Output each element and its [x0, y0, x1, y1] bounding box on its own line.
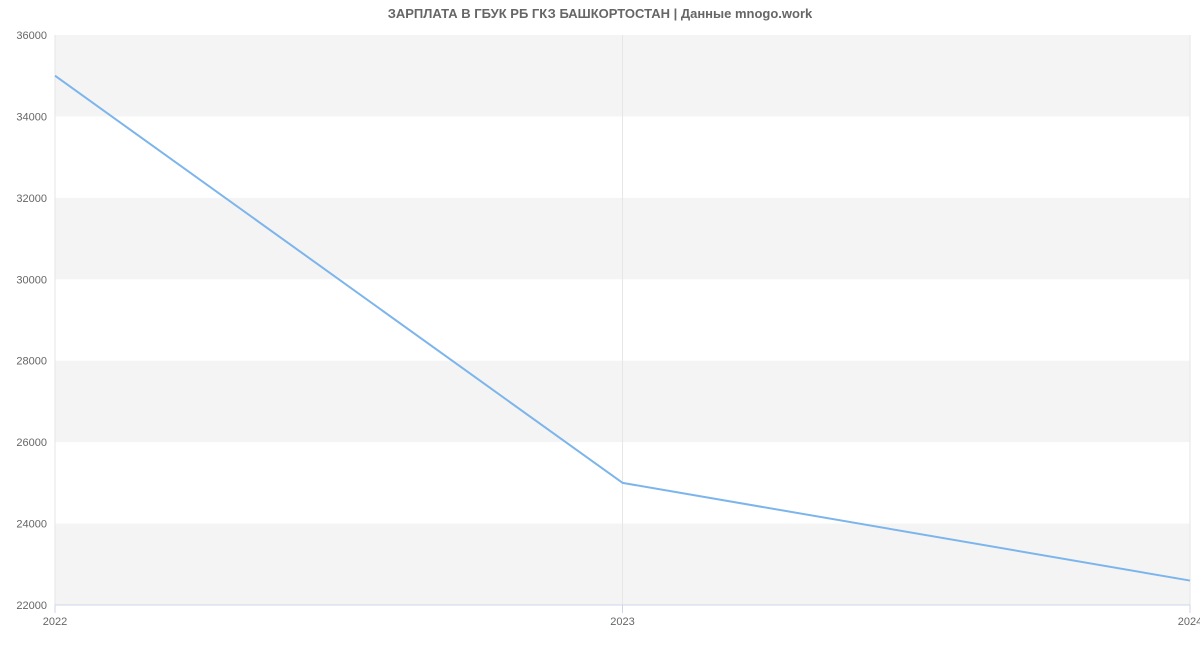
y-tick-label: 28000 — [16, 356, 47, 368]
y-tick-label: 24000 — [16, 519, 47, 531]
y-tick-label: 26000 — [16, 437, 47, 449]
y-tick-label: 32000 — [16, 193, 47, 205]
y-tick-label: 34000 — [16, 111, 47, 123]
chart-container: ЗАРПЛАТА В ГБУК РБ ГКЗ БАШКОРТОСТАН | Да… — [0, 0, 1200, 650]
y-tick-label: 36000 — [16, 30, 47, 42]
x-tick-label: 2024 — [1178, 616, 1200, 628]
y-tick-label: 22000 — [16, 600, 47, 612]
line-chart: 22000 24000 26000 28000 30000 32000 34000 36000… — [0, 0, 1200, 650]
x-tick-label: 2023 — [610, 616, 634, 628]
x-tick-label: 2022 — [43, 616, 67, 628]
y-tick-label: 30000 — [16, 274, 47, 286]
